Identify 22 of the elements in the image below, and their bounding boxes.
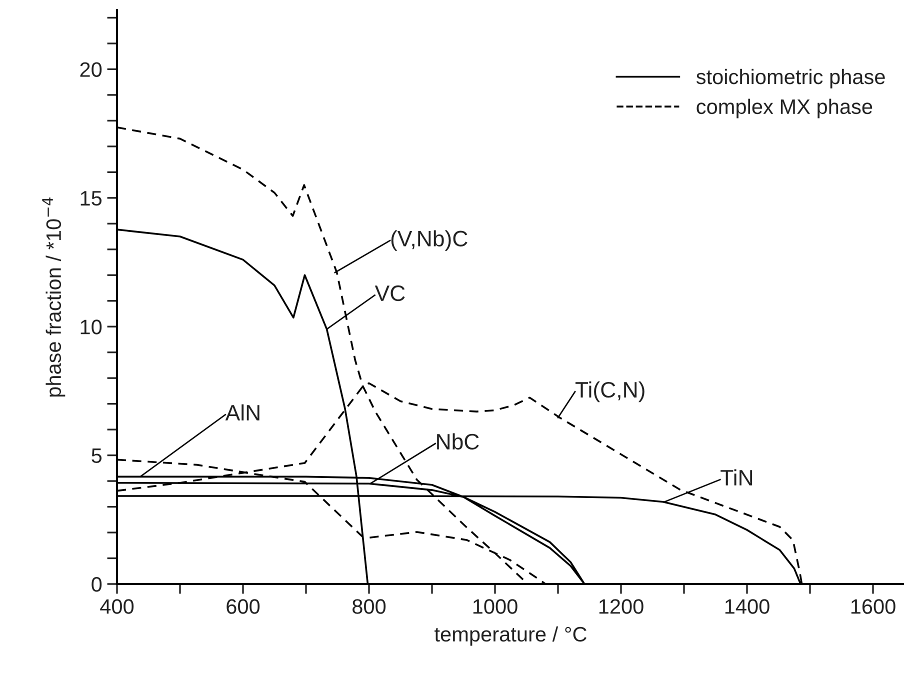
y-tick-label: 15 bbox=[80, 191, 102, 206]
x-axis-title: temperature / °C bbox=[434, 626, 586, 646]
annotation: Ti(C,N) bbox=[576, 381, 644, 402]
x-tick-label: 800 bbox=[352, 599, 386, 614]
y-tick-label: 20 bbox=[80, 62, 102, 77]
legend-label: complex MX phase bbox=[696, 98, 872, 118]
annotation: (V,Nb)C bbox=[391, 230, 468, 251]
annotation: AlN bbox=[225, 404, 260, 420]
x-tick-label: 1000 bbox=[473, 599, 518, 614]
legend-label: stoichiometric phase bbox=[696, 68, 885, 88]
y-axis-title: phase fraction / *10$^{−4}$ bbox=[42, 198, 66, 397]
y-tick-label: 0 bbox=[92, 577, 102, 592]
annotation: VC bbox=[374, 285, 405, 302]
x-tick-label: 1200 bbox=[599, 599, 644, 614]
y-tick-label: 10 bbox=[80, 320, 102, 334]
y-tick-label: 5 bbox=[92, 448, 102, 464]
x-tick-label: 400 bbox=[100, 599, 134, 614]
annotation: NbC bbox=[437, 433, 479, 450]
x-tick-label: 600 bbox=[226, 599, 260, 614]
annotation: TiN bbox=[720, 469, 752, 486]
x-tick-label: 1400 bbox=[725, 599, 770, 614]
x-tick-label: 1600 bbox=[851, 599, 896, 614]
